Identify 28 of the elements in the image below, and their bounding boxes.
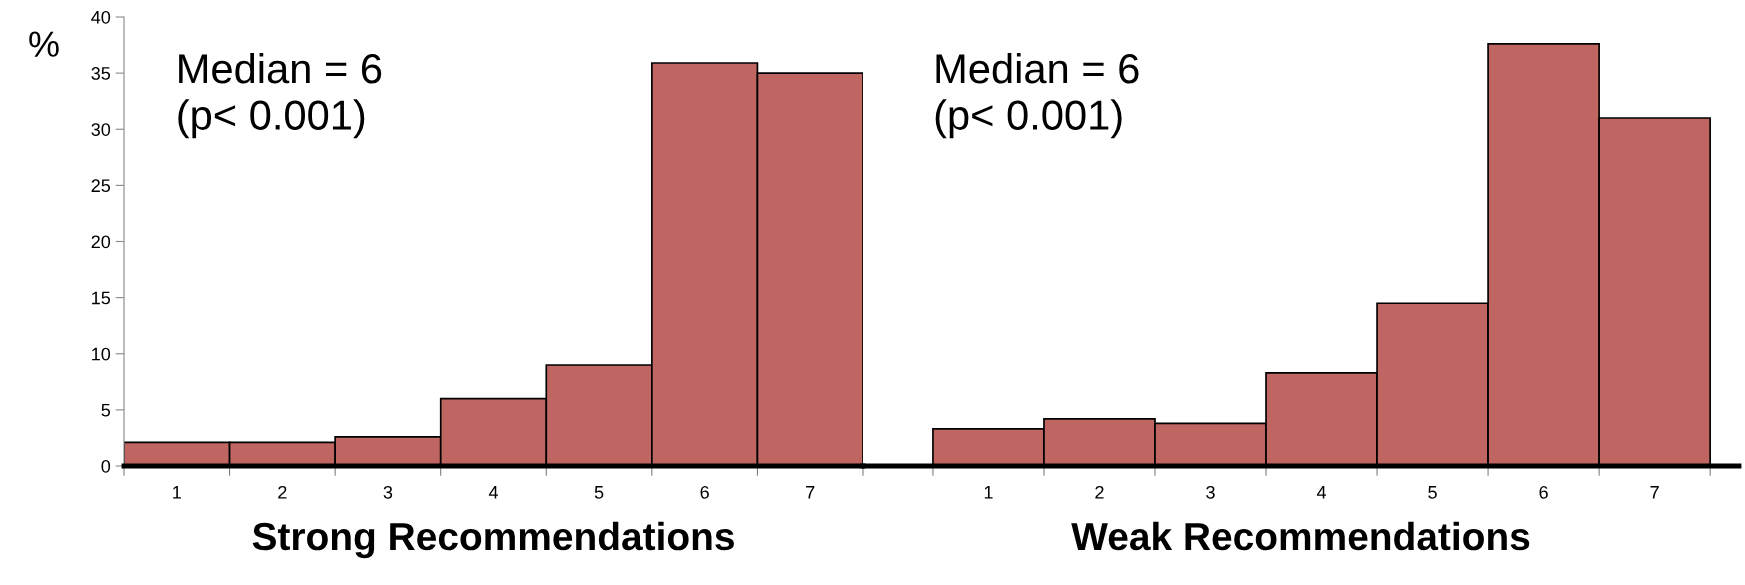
- x-tick-label: 3: [383, 485, 393, 499]
- x-tick-label: 6: [1539, 485, 1548, 499]
- annotation: Median = 6 (p< 0.001): [935, 52, 1139, 139]
- x-tick-label: 4: [488, 486, 498, 499]
- x-tick-label: 2: [1095, 485, 1104, 499]
- y-tick-label: 15: [92, 291, 111, 305]
- y-tick-label: 30: [91, 123, 111, 136]
- x-tick-label: 6: [700, 485, 709, 499]
- x-axis-title: Weak Recommendations: [1071, 521, 1530, 551]
- y-tick-label: 35: [91, 67, 111, 80]
- x-tick-label: 7: [1650, 486, 1659, 499]
- x-axis-title: Strong Recommendations: [252, 521, 734, 559]
- x-tick-label: 3: [1206, 485, 1215, 499]
- x-tick-label: 7: [806, 486, 815, 499]
- y-tick-label: 5: [101, 404, 111, 417]
- y-tick-label: 10: [92, 347, 111, 361]
- x-tick-label: 5: [594, 486, 604, 499]
- x-tick-label: 5: [1428, 486, 1437, 499]
- y-axis-title: %: [29, 31, 59, 57]
- y-tick-label: 40: [91, 10, 111, 24]
- y-tick-label: 25: [91, 179, 111, 193]
- x-tick-label: 2: [278, 485, 287, 499]
- x-tick-label: 1: [984, 486, 993, 499]
- annotation: Median = 6 (p< 0.001): [178, 52, 382, 139]
- x-tick-label: 4: [1316, 486, 1327, 499]
- x-tick-label: 1: [173, 486, 181, 499]
- y-tick-label: 0: [101, 459, 111, 473]
- y-tick-label: 20: [91, 235, 111, 249]
